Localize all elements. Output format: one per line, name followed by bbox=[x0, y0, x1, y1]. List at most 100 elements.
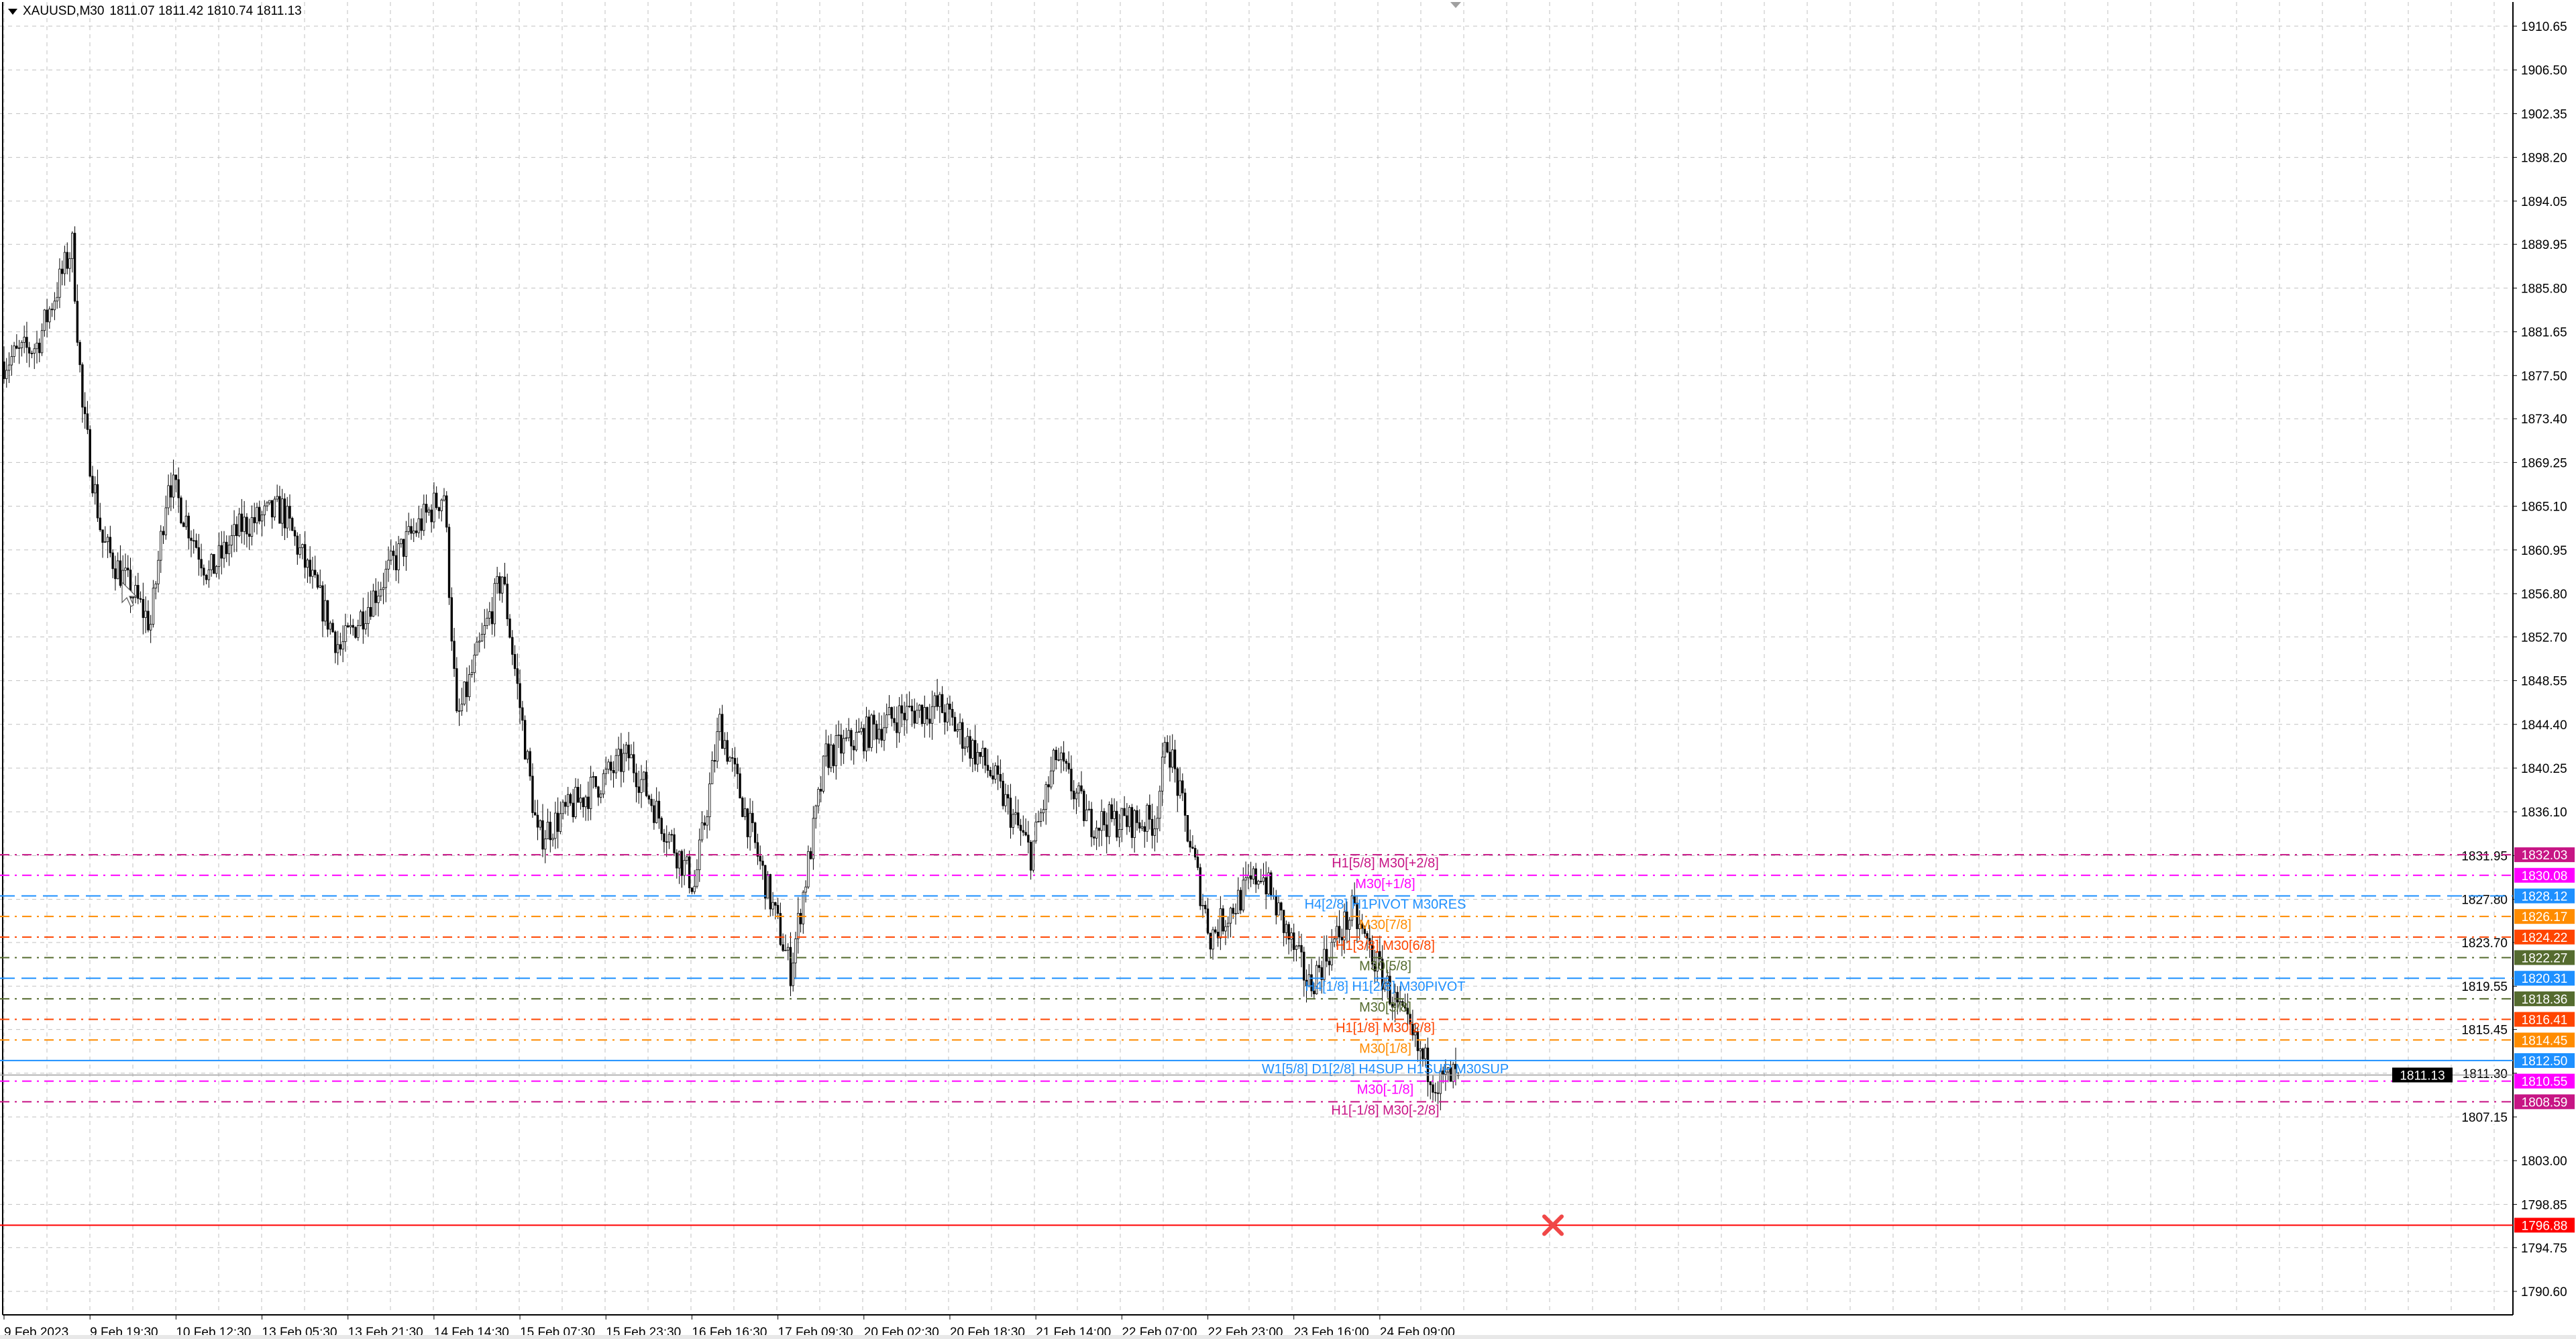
candle-body bbox=[369, 606, 372, 617]
candle bbox=[1103, 808, 1106, 831]
candle-body bbox=[680, 851, 684, 876]
candle-body bbox=[336, 644, 339, 653]
candle bbox=[1083, 788, 1085, 827]
candle bbox=[794, 931, 797, 979]
candle bbox=[736, 757, 739, 790]
candle bbox=[698, 828, 701, 882]
candle-body bbox=[1199, 867, 1201, 906]
candle bbox=[663, 828, 665, 853]
price-tick-label-backing bbox=[2459, 1022, 2509, 1037]
candle bbox=[870, 713, 873, 752]
candle-body bbox=[38, 342, 41, 354]
price-tick-label-backing bbox=[2459, 935, 2509, 950]
candle bbox=[433, 482, 435, 529]
candle-body bbox=[569, 794, 572, 804]
candle-body bbox=[1318, 965, 1321, 968]
candle bbox=[802, 890, 805, 934]
candle-body bbox=[30, 353, 34, 354]
price-tick-label: 1860.95 bbox=[2521, 544, 2567, 558]
candle bbox=[25, 321, 28, 363]
candle bbox=[996, 755, 1000, 790]
candle bbox=[89, 425, 91, 478]
close-x-icon[interactable] bbox=[1542, 1214, 1564, 1236]
candle bbox=[1411, 1010, 1414, 1041]
candle-body bbox=[789, 947, 792, 986]
candle-body bbox=[698, 839, 701, 870]
candle-body bbox=[640, 779, 643, 793]
candle-body bbox=[720, 714, 724, 749]
candle bbox=[1303, 947, 1305, 997]
candle bbox=[106, 534, 109, 558]
candle bbox=[1189, 829, 1191, 853]
candle-body bbox=[991, 775, 994, 780]
candle-body bbox=[873, 714, 875, 725]
candle-body bbox=[782, 944, 784, 951]
candle-body bbox=[1191, 847, 1194, 849]
candle-body bbox=[180, 497, 182, 523]
candle-body bbox=[1103, 811, 1106, 826]
candle bbox=[273, 496, 276, 521]
candle-body bbox=[466, 682, 468, 698]
candle-body bbox=[415, 530, 418, 533]
level-price-tag bbox=[2514, 867, 2575, 883]
candle-body bbox=[455, 668, 458, 712]
level-price-tag-text: 1826.17 bbox=[2522, 910, 2568, 924]
candle-body bbox=[827, 743, 830, 768]
candle bbox=[670, 829, 673, 843]
candle-body bbox=[602, 773, 605, 794]
candle bbox=[443, 488, 445, 502]
candle-body bbox=[299, 547, 301, 555]
candle-body bbox=[794, 939, 797, 963]
candle bbox=[410, 519, 413, 540]
candle bbox=[746, 808, 749, 849]
candle bbox=[708, 772, 711, 831]
chart-shift-marker-icon[interactable] bbox=[1450, 2, 1461, 8]
dropdown-triangle-icon[interactable] bbox=[8, 8, 17, 15]
candle bbox=[344, 613, 347, 652]
candle-body bbox=[1052, 749, 1055, 771]
candle-body bbox=[1343, 911, 1346, 941]
candle bbox=[20, 340, 23, 357]
candle bbox=[710, 751, 714, 784]
candle bbox=[334, 630, 337, 663]
candle-body bbox=[339, 644, 342, 650]
candle-body bbox=[949, 703, 951, 710]
candle-body bbox=[48, 309, 51, 323]
candle bbox=[268, 500, 271, 506]
candle-body bbox=[1396, 992, 1399, 1003]
candle-body bbox=[1389, 975, 1391, 1005]
candle bbox=[561, 799, 564, 820]
candle-body bbox=[243, 517, 246, 532]
candle bbox=[193, 529, 195, 554]
candle-body bbox=[71, 233, 74, 260]
candle-body bbox=[926, 707, 928, 720]
candle-body bbox=[845, 737, 848, 739]
candle bbox=[309, 546, 311, 584]
candle bbox=[1196, 849, 1199, 871]
candle-body bbox=[1014, 812, 1017, 815]
candle-body bbox=[493, 583, 496, 625]
price-tick-label: 1819.55 bbox=[2461, 980, 2508, 994]
candle-body bbox=[506, 584, 508, 619]
candle bbox=[160, 525, 162, 574]
candle-body bbox=[127, 568, 129, 571]
candle bbox=[1077, 782, 1080, 807]
candle bbox=[986, 749, 989, 778]
candle-body bbox=[309, 559, 311, 577]
candle bbox=[1006, 784, 1010, 815]
candle bbox=[587, 782, 590, 821]
candle bbox=[40, 323, 44, 356]
candle-body bbox=[450, 597, 453, 642]
candle bbox=[764, 865, 767, 910]
candle-body bbox=[1161, 757, 1164, 792]
candle-body bbox=[374, 590, 377, 603]
candle-body bbox=[94, 484, 97, 494]
candle-body bbox=[1108, 804, 1111, 837]
candle-body bbox=[612, 769, 615, 773]
candle-body bbox=[1138, 822, 1141, 828]
candle bbox=[119, 545, 122, 588]
candle bbox=[3, 346, 5, 384]
candle-body bbox=[1229, 908, 1232, 924]
